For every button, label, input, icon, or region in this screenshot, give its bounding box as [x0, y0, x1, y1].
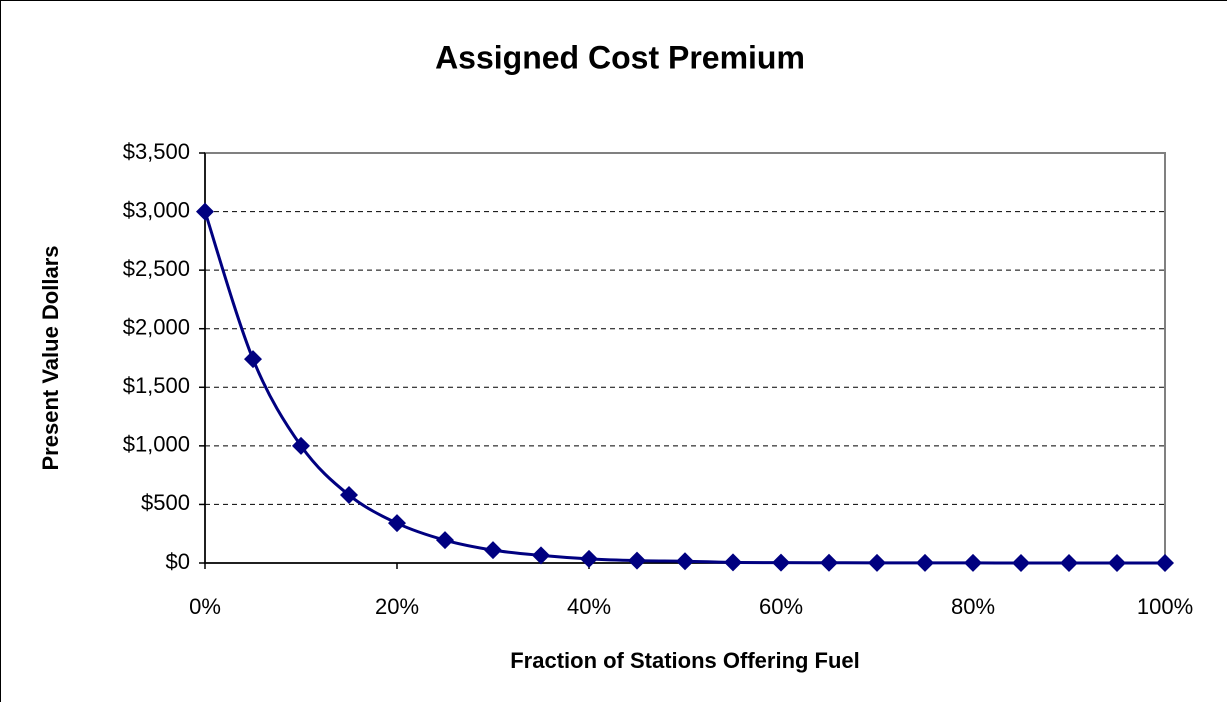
- marker: [1060, 554, 1078, 572]
- marker: [292, 436, 310, 455]
- marker: [196, 202, 214, 221]
- x-tick-label: 100%: [1137, 594, 1193, 619]
- y-tick-label: $500: [141, 490, 190, 515]
- marker: [1012, 554, 1030, 572]
- marker: [436, 531, 454, 550]
- marker: [820, 553, 838, 572]
- y-axis-label: Present Value Dollars: [38, 246, 63, 471]
- marker: [340, 486, 358, 505]
- marker: [676, 552, 694, 571]
- x-tick-label: 80%: [951, 594, 995, 619]
- marker: [244, 350, 262, 369]
- y-tick-label: $0: [166, 549, 190, 574]
- y-tick-label: $1,500: [123, 373, 190, 398]
- x-axis-label: Fraction of Stations Offering Fuel: [510, 648, 860, 673]
- marker: [580, 549, 598, 568]
- marker: [724, 553, 742, 572]
- marker: [1156, 554, 1174, 572]
- x-tick-label: 40%: [567, 594, 611, 619]
- x-tick-label: 0%: [189, 594, 221, 619]
- x-tick-label: 60%: [759, 594, 803, 619]
- x-tick-label: 20%: [375, 594, 419, 619]
- marker: [964, 553, 982, 572]
- line: [203, 211, 1165, 565]
- marker: [772, 553, 790, 572]
- marker: [532, 546, 550, 565]
- chart-title: Assigned Cost Premium: [435, 39, 805, 75]
- marker: [868, 553, 886, 572]
- marker: [1108, 554, 1126, 572]
- y-tick-label: $3,500: [123, 139, 190, 164]
- marker: [916, 553, 934, 572]
- y-tick-label: $3,000: [123, 197, 190, 222]
- y-tick-label: $1,000: [123, 432, 190, 457]
- marker: [484, 541, 502, 560]
- marker: [388, 514, 406, 533]
- marker: [628, 551, 646, 570]
- y-tick-label: $2,500: [123, 256, 190, 281]
- y-tick-label: $2,000: [123, 315, 190, 340]
